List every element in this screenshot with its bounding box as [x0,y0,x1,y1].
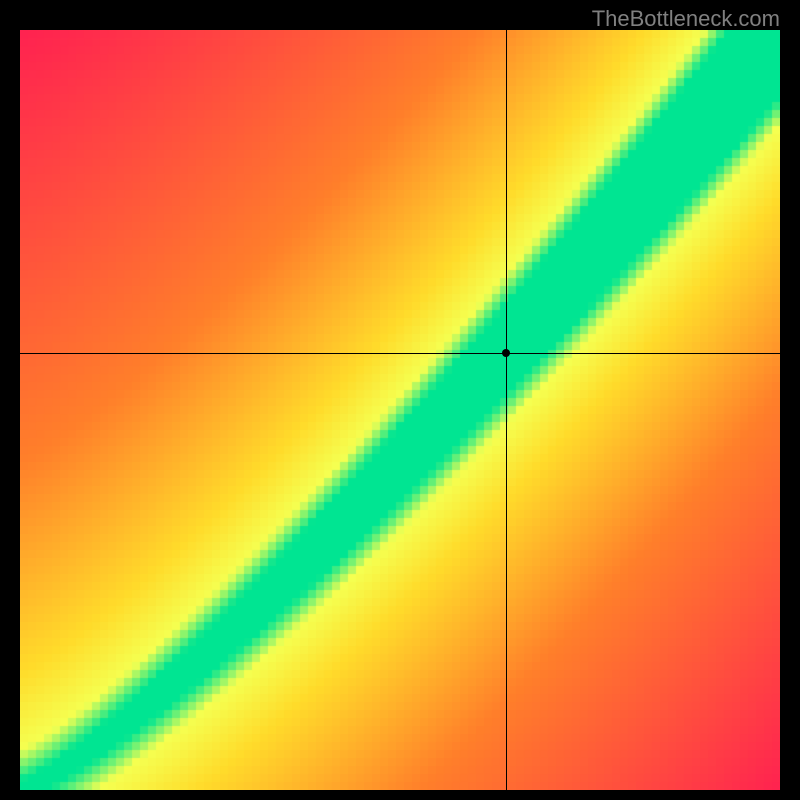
watermark-text: TheBottleneck.com [592,6,780,32]
heatmap-plot [20,30,780,790]
data-point-marker [502,349,510,357]
crosshair-vertical [506,30,507,790]
crosshair-horizontal [20,353,780,354]
heatmap-canvas [20,30,780,790]
